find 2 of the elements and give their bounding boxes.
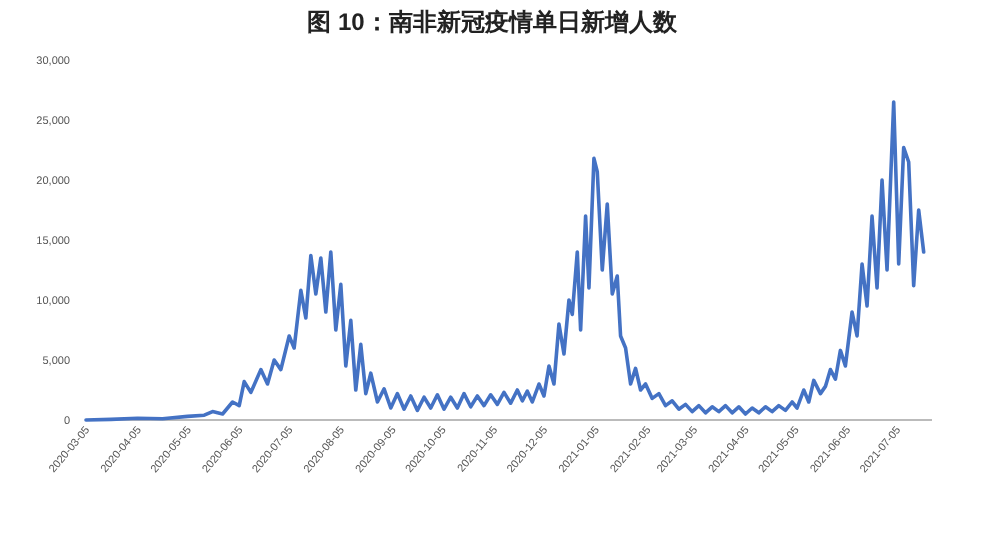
chart-title: 图 10：南非新冠疫情单日新增人数 [307,8,679,36]
line-series [84,100,926,422]
